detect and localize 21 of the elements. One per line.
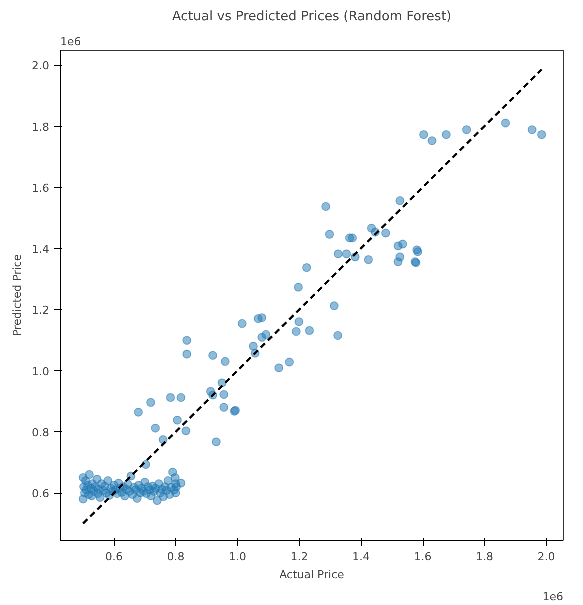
x-tick-label: 1.2	[290, 550, 308, 564]
x-tick-label: 2.0	[538, 550, 556, 564]
y-tick-label: 1.6	[32, 182, 50, 195]
y-tick-label: 1.8	[32, 120, 50, 134]
x-tick-label: 1.4	[352, 550, 370, 564]
y-tick-label: 1.4	[32, 243, 50, 256]
x-tick-label: 1.0	[228, 550, 246, 564]
text: 1e6	[542, 590, 564, 604]
chart-title: Actual vs Predicted Prices (Random Forest)	[172, 10, 452, 24]
x-axis-title: Actual Price	[280, 568, 345, 582]
x-tick-label: 0.8	[167, 550, 185, 564]
y-tick-label: 1.2	[32, 304, 50, 318]
x-tick-label: 1.8	[476, 550, 494, 564]
y-tick-label: 2.0	[32, 60, 50, 73]
x-tick-label: 0.6	[105, 550, 123, 564]
y-axis-title: Predicted Price	[11, 254, 24, 336]
x-tick-label: 1.6	[414, 550, 432, 564]
y-tick-label: 1.0	[32, 365, 50, 378]
y-tick-label: 0.6	[32, 488, 50, 501]
text: 1e6	[60, 36, 82, 48]
y-tick-label: 0.8	[32, 426, 50, 440]
